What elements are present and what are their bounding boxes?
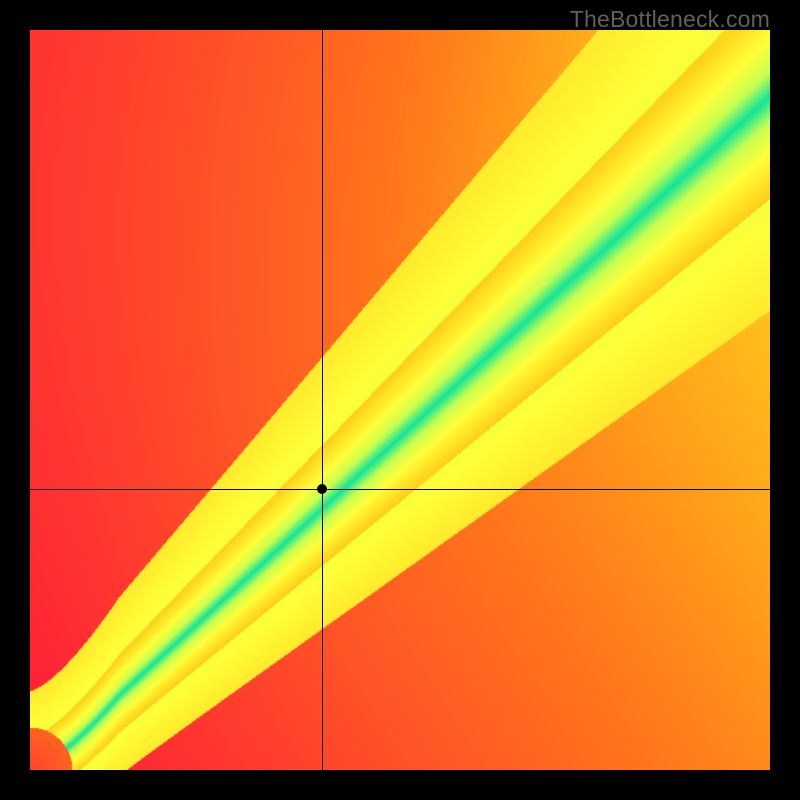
watermark-text: TheBottleneck.com — [570, 6, 770, 33]
plot-area — [30, 30, 770, 770]
crosshair-horizontal — [30, 489, 770, 490]
heatmap-canvas — [30, 30, 770, 770]
crosshair-vertical — [322, 30, 323, 770]
crosshair-marker — [317, 484, 327, 494]
